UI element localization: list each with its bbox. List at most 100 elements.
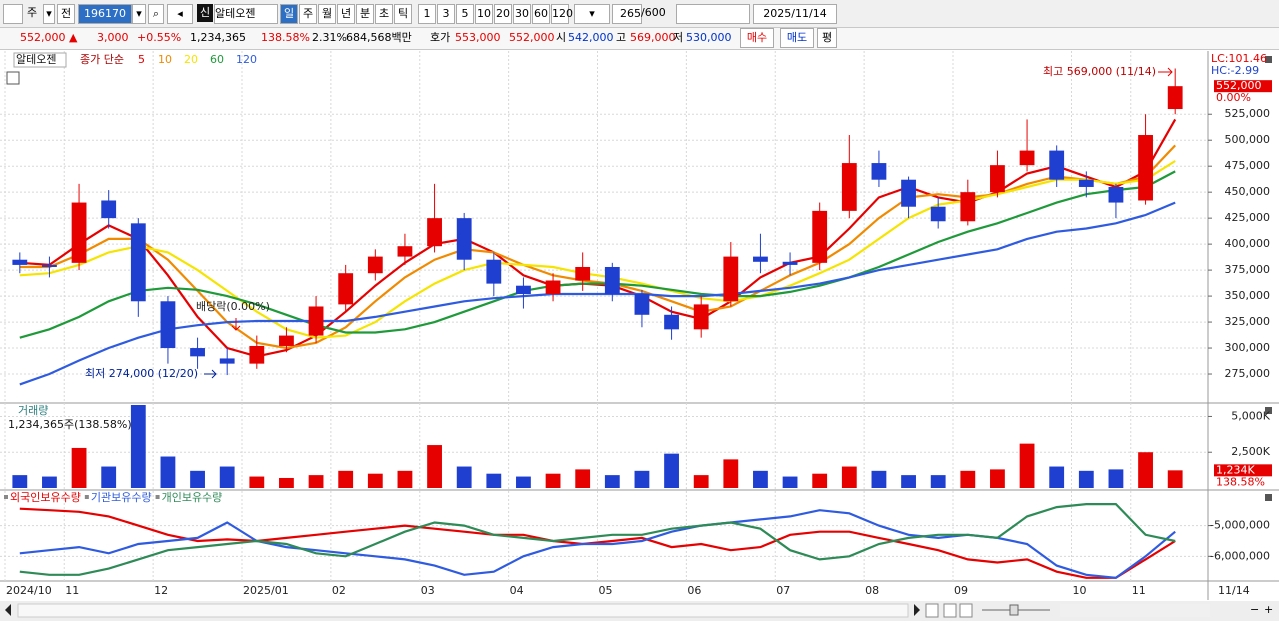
- legend-entry: 5: [138, 53, 145, 66]
- candle-body: [782, 261, 798, 265]
- legend-marker: [155, 495, 160, 499]
- first-button[interactable]: [925, 603, 939, 618]
- dropdown[interactable]: ▾: [132, 4, 146, 24]
- legend-entry: 기관보유수량: [91, 491, 152, 504]
- candle-body: [42, 264, 57, 267]
- toolbar-button[interactable]: 분: [356, 4, 374, 24]
- volume-bar: [812, 473, 828, 488]
- dropdown[interactable]: ▾: [574, 4, 610, 24]
- volume-bar: [338, 470, 354, 488]
- candle-body: [516, 285, 531, 295]
- search[interactable]: ⌕: [148, 4, 164, 24]
- volume-bar: [249, 476, 265, 488]
- panel-close[interactable]: [1265, 56, 1272, 63]
- legend-entry: 10: [158, 53, 172, 66]
- quote-bar: 552,000 ▲ 3,000 +0.55% 1,234,365 138.58%…: [0, 28, 1279, 50]
- view[interactable]: 전: [57, 4, 75, 24]
- toolbar-button[interactable]: 1: [418, 4, 436, 24]
- zoom-out[interactable]: −: [1250, 603, 1259, 616]
- toolbar-button[interactable]: 년: [337, 4, 355, 24]
- panel-close[interactable]: [1265, 407, 1272, 414]
- toolbar-button[interactable]: 60: [532, 4, 550, 24]
- panel-subtitle: 1,234,365주(138.58%): [8, 418, 132, 431]
- dropdown[interactable]: ▾: [43, 4, 55, 24]
- count-input[interactable]: 265: [612, 4, 642, 24]
- candle-body: [1167, 86, 1183, 110]
- candle-body: [456, 218, 472, 260]
- sell-button[interactable]: 매도: [780, 28, 814, 48]
- stock-name[interactable]: 알테오젠: [214, 4, 278, 24]
- scroll-right[interactable]: [914, 604, 920, 616]
- candle-body: [1078, 179, 1094, 187]
- scroll-track[interactable]: [17, 603, 909, 618]
- menu-button[interactable]: [3, 4, 23, 24]
- candle-body: [575, 266, 591, 281]
- volume-bar: [723, 459, 739, 488]
- tool-icons[interactable]: [676, 4, 750, 24]
- tool-icons[interactable]: [1060, 604, 1210, 617]
- volume-bar: [279, 477, 294, 488]
- y-tick-label: 525,000: [1225, 107, 1271, 120]
- market[interactable]: 주: [27, 6, 38, 19]
- change: 3,000: [97, 31, 129, 44]
- toolbar-button[interactable]: 3: [437, 4, 455, 24]
- panel-icon[interactable]: [6, 71, 20, 85]
- toolbar-button[interactable]: 주: [299, 4, 317, 24]
- candle-body: [871, 163, 887, 180]
- toolbar-button[interactable]: 초: [375, 4, 393, 24]
- toolbar-button[interactable]: 120: [551, 4, 573, 24]
- x-tick-label: 02: [332, 584, 346, 597]
- volume-bar: [219, 466, 235, 488]
- candle-body: [308, 306, 324, 336]
- volume-bar: [190, 470, 205, 488]
- sound[interactable]: ◂: [167, 4, 193, 24]
- annotation: 최고 569,000 (11/14): [1043, 65, 1156, 78]
- legend-entry: 20: [184, 53, 198, 66]
- stop-button[interactable]: [943, 603, 957, 618]
- candle-body: [1108, 186, 1124, 203]
- avg-button[interactable]: 평: [817, 28, 837, 48]
- candle-body: [901, 179, 916, 207]
- volume-bar: [664, 453, 679, 488]
- volume-bar: [397, 470, 413, 488]
- y-tick-label: 400,000: [1225, 237, 1271, 250]
- toolbar-button[interactable]: 일: [280, 4, 298, 24]
- toolbar-button[interactable]: 20: [494, 4, 512, 24]
- x-tick-label: 12: [154, 584, 168, 597]
- candle-body: [130, 223, 146, 302]
- volume-bar: [575, 469, 591, 488]
- candle-body: [723, 256, 739, 302]
- volume-bar: [1019, 443, 1035, 488]
- panel-close[interactable]: [1265, 494, 1272, 501]
- volume-bar: [693, 475, 709, 488]
- y-tick-label: 425,000: [1225, 211, 1271, 224]
- x-tick-label: 2024/10: [6, 584, 52, 597]
- annotation-arrow: [231, 318, 241, 331]
- last-price-box: [1214, 80, 1272, 93]
- date-input[interactable]: 2025/11/14: [753, 4, 837, 24]
- code-input[interactable]: 196170: [78, 4, 132, 24]
- zoom-thumb[interactable]: [1009, 604, 1019, 616]
- volume-bar: [1167, 470, 1183, 488]
- toolbar-button[interactable]: 5: [456, 4, 474, 24]
- toolbar-button[interactable]: 월: [318, 4, 336, 24]
- legend-entry: 60: [210, 53, 224, 66]
- candle-body: [990, 165, 1005, 193]
- legend-marker: [4, 495, 8, 499]
- toolbar-button[interactable]: 30: [513, 4, 531, 24]
- last-button[interactable]: [959, 603, 973, 618]
- buy-button[interactable]: 매수: [740, 28, 774, 48]
- candle-body: [1138, 135, 1153, 201]
- low: 530,000: [686, 31, 732, 44]
- scroll-left[interactable]: [5, 604, 11, 616]
- zoom-in[interactable]: +: [1264, 603, 1273, 616]
- volume-bar: [1138, 452, 1153, 488]
- toolbar-button[interactable]: 틱: [394, 4, 412, 24]
- toolbar-button[interactable]: 10: [475, 4, 493, 24]
- volume-bar: [990, 469, 1005, 488]
- rate: +0.55%: [137, 31, 182, 44]
- y-tick-label: -6,000,000: [1210, 549, 1270, 562]
